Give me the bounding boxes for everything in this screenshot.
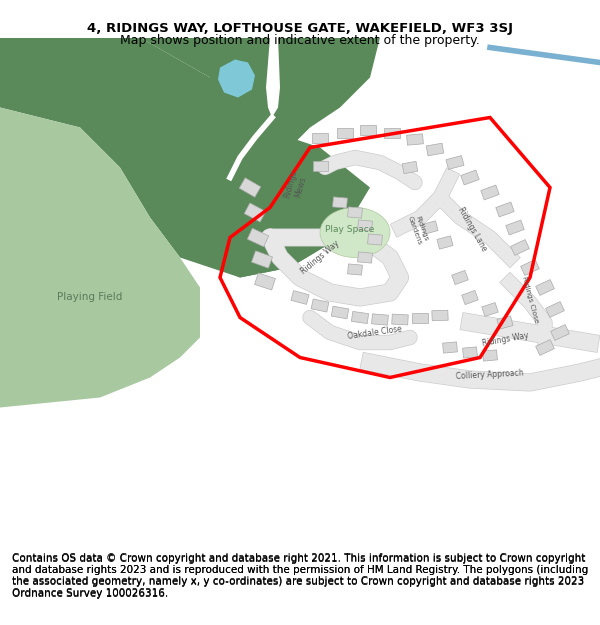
Text: Ridings Way: Ridings Way (481, 331, 529, 348)
Polygon shape (0, 38, 370, 278)
Polygon shape (266, 38, 280, 118)
Bar (545, 302, 565, 318)
Text: Ridings Lane: Ridings Lane (456, 206, 488, 253)
Ellipse shape (320, 208, 390, 258)
Bar (347, 207, 362, 218)
Bar (384, 127, 400, 138)
Bar (506, 220, 524, 235)
Bar (358, 252, 373, 263)
Text: 4, RIDINGS WAY, LOFTHOUSE GATE, WAKEFIELD, WF3 3SJ: 4, RIDINGS WAY, LOFTHOUSE GATE, WAKEFIEL… (87, 22, 513, 34)
Text: Playing Field: Playing Field (58, 292, 122, 302)
Bar (521, 259, 539, 276)
Bar (536, 339, 554, 356)
Bar (463, 347, 478, 358)
Bar (247, 228, 269, 247)
Bar (358, 220, 373, 231)
Bar (461, 170, 479, 185)
Bar (251, 251, 272, 268)
Bar (347, 264, 362, 275)
Bar (392, 314, 408, 325)
Text: Ridings Way: Ridings Way (299, 239, 341, 276)
Polygon shape (140, 38, 380, 278)
Polygon shape (0, 107, 200, 408)
Bar (360, 124, 376, 134)
Text: Play Space: Play Space (325, 225, 374, 234)
Bar (551, 324, 569, 341)
Text: Map shows position and indicative extent of the property.: Map shows position and indicative extent… (120, 34, 480, 47)
Bar (368, 234, 382, 245)
Bar (239, 177, 261, 198)
Bar (402, 161, 418, 174)
Bar (426, 143, 444, 156)
Bar (337, 127, 353, 138)
Bar (452, 271, 468, 284)
Bar (496, 202, 514, 217)
Text: Ridings
Gardens: Ridings Gardens (407, 213, 429, 246)
Bar (443, 342, 457, 353)
Text: Ridings
Mews: Ridings Mews (283, 169, 309, 202)
Bar (497, 316, 513, 329)
Bar (482, 350, 497, 361)
Bar (313, 161, 328, 171)
Bar (482, 302, 498, 316)
Bar (446, 156, 464, 169)
Text: Contains OS data © Crown copyright and database right 2021. This information is : Contains OS data © Crown copyright and d… (12, 554, 588, 599)
Bar (412, 312, 428, 322)
Polygon shape (218, 59, 255, 98)
Bar (254, 273, 275, 290)
Bar (312, 132, 328, 142)
Bar (311, 299, 329, 312)
Bar (432, 310, 448, 321)
Bar (437, 236, 453, 249)
Text: Colliery Approach: Colliery Approach (456, 368, 524, 381)
Bar (511, 239, 529, 256)
Bar (371, 314, 388, 325)
Text: Oakdale Close: Oakdale Close (347, 324, 403, 341)
Bar (352, 311, 368, 324)
Bar (291, 291, 309, 304)
Bar (481, 185, 499, 200)
Bar (422, 221, 438, 234)
Bar (407, 134, 424, 145)
Text: Ridings Close: Ridings Close (521, 276, 539, 324)
Bar (536, 279, 554, 296)
Bar (332, 197, 347, 208)
Bar (244, 203, 266, 222)
Bar (331, 306, 349, 319)
Bar (462, 291, 478, 304)
Text: Contains OS data © Crown copyright and database right 2021. This information is : Contains OS data © Crown copyright and d… (12, 553, 588, 598)
